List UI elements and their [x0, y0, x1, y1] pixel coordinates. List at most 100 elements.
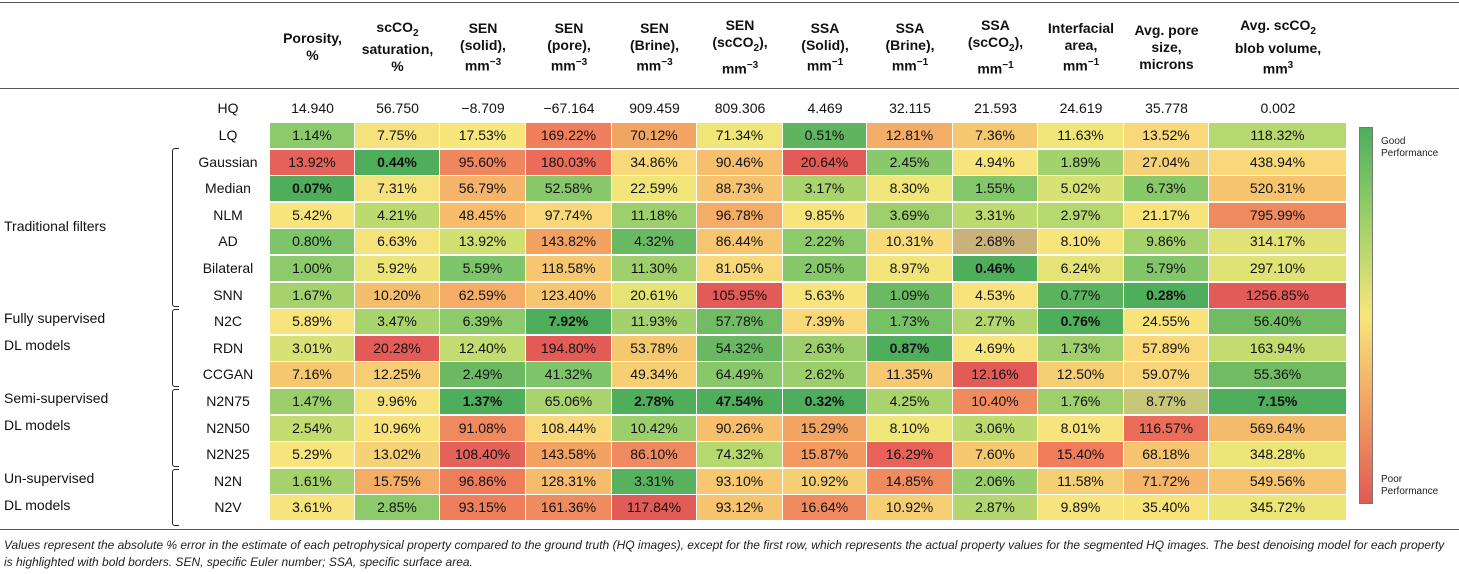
row-label: NLM [213, 206, 243, 223]
heatmap-cell: 5.42% [270, 202, 354, 228]
header-text: (scCO [712, 33, 754, 50]
heatmap-cell: 1.61% [270, 468, 354, 494]
header-line: SEN [712, 17, 767, 34]
heatmap-cell: 7.31% [355, 176, 439, 202]
heatmap-cell: 0.44% [355, 149, 439, 175]
header-line: SSA [886, 20, 935, 37]
heatmap-cell: 53.78% [612, 335, 696, 361]
heatmap-cell: 9.96% [355, 389, 439, 414]
heatmap-cell: 4.53% [953, 282, 1037, 308]
heatmap-cell: 7.39% [783, 309, 866, 335]
heatmap-cell: 11.58% [1038, 468, 1123, 494]
heatmap-cell: 88.73% [697, 176, 782, 202]
heatmap-cell: 74.32% [697, 442, 782, 468]
hq-value-cell: −8.709 [461, 100, 505, 116]
header-line: (Brine), [886, 37, 935, 54]
heatmap-cell: 68.18% [1124, 442, 1208, 468]
hq-value-cell: 56.750 [376, 100, 419, 116]
heatmap-cell: 10.42% [612, 415, 696, 441]
header-text: Interfacial [1047, 19, 1115, 36]
heatmap-cell: 34.86% [612, 149, 696, 175]
heatmap-cell: 2.06% [953, 468, 1037, 494]
heatmap-cell: 3.47% [355, 309, 439, 335]
column-header: SEN (pore), mm−3 [526, 8, 612, 86]
header-line: (Brine), [630, 37, 679, 54]
heatmap-cell: 8.10% [1038, 229, 1123, 255]
heatmap-cell: 1.47% [270, 389, 354, 414]
heatmap-cell: 163.94% [1209, 335, 1346, 361]
header-line: Interfacial [1048, 20, 1114, 37]
hq-value-cell: 35.778 [1145, 100, 1188, 116]
heatmap-cell: 105.95% [697, 282, 782, 308]
header-text: mm [806, 57, 832, 74]
header-text: ), [1014, 33, 1024, 50]
heatmap-cell: 13.52% [1124, 123, 1208, 148]
header-superscript: −3 [746, 59, 759, 71]
group-label-semi-supervised: Semi-supervised DL models [4, 385, 108, 439]
heatmap-cell: 569.64% [1209, 415, 1346, 441]
header-subscript: 2 [413, 27, 419, 39]
heatmap-cell: 7.60% [953, 442, 1037, 468]
heatmap-cell: 8.30% [867, 176, 952, 202]
heatmap-cell: 93.12% [697, 495, 782, 521]
header-line: blob volume, [1235, 40, 1321, 57]
hq-value-cell: 809.306 [714, 100, 766, 116]
legend-good-label: Good Performance [1381, 136, 1438, 160]
heatmap-cell: 3.31% [953, 202, 1037, 228]
header-line: SSA [801, 20, 848, 37]
heatmap-cell: 4.32% [612, 229, 696, 255]
heatmap-cell: 86.44% [697, 229, 782, 255]
hq-value-cell: −67.164 [543, 100, 595, 116]
header-text: mm [1262, 60, 1288, 77]
heatmap-cell: 348.28% [1209, 442, 1346, 468]
row-label: Median [205, 180, 251, 197]
heatmap-cell: 0.32% [783, 389, 866, 414]
heatmap-cell: 93.10% [697, 468, 782, 494]
heatmap-cell: 1.67% [270, 282, 354, 308]
header-text: mm [891, 57, 917, 74]
heatmap-cell: 10.40% [953, 389, 1037, 414]
heatmap-cell: 3.61% [270, 495, 354, 521]
heatmap-cell: 15.87% [783, 442, 866, 468]
heatmap-cell: 549.56% [1209, 468, 1346, 494]
heatmap-cell: 108.44% [526, 415, 611, 441]
heatmap-cell: 520.31% [1209, 176, 1346, 202]
heatmap-cell: 10.92% [867, 495, 952, 521]
heatmap-cell: 0.87% [867, 335, 952, 361]
heatmap-cell: 10.92% [783, 468, 866, 494]
heatmap-cell: 20.61% [612, 282, 696, 308]
group-label-traditional: Traditional filters [4, 218, 107, 234]
heatmap-cell: 3.31% [612, 468, 696, 494]
heatmap-cell: 2.97% [1038, 202, 1123, 228]
header-line: mm−3 [547, 54, 591, 75]
row-label: N2N25 [206, 446, 250, 463]
heatmap-cell: 2.85% [355, 495, 439, 521]
column-header: Avg. scCO2 blob volume, mm3 [1209, 8, 1347, 86]
header-superscript: −3 [575, 56, 588, 68]
heatmap-cell: 795.99% [1209, 202, 1346, 228]
heatmap-cell: 56.79% [440, 176, 525, 202]
heatmap-cell: 297.10% [1209, 256, 1346, 281]
legend-line: Performance [1381, 486, 1439, 497]
heatmap-cell: 5.59% [440, 256, 525, 281]
heatmap-cell: 1256.85% [1209, 282, 1346, 308]
column-header: SEN (solid), mm−3 [440, 8, 526, 86]
header-text: mm [636, 57, 662, 74]
hq-value-cell: 0.002 [1260, 100, 1296, 116]
heatmap-cell: 8.01% [1038, 415, 1123, 441]
heatmap-cell: 9.85% [783, 202, 866, 228]
header-line: Avg. pore [1134, 22, 1198, 39]
header-text: SEN [725, 16, 755, 33]
heatmap-cell: 15.75% [355, 468, 439, 494]
heatmap-cell: 59.07% [1124, 362, 1208, 388]
row-label: Gaussian [198, 153, 258, 170]
column-header: SEN (Brine), mm−3 [612, 8, 697, 86]
header-text: saturation, [361, 41, 434, 58]
heatmap-cell: 4.21% [355, 202, 439, 228]
heatmap-cell: 314.17% [1209, 229, 1346, 255]
heatmap-cell: 22.59% [612, 176, 696, 202]
heatmap-cell: 128.31% [526, 468, 611, 494]
heatmap-cell: 438.94% [1209, 149, 1346, 175]
heatmap-cell: 2.68% [953, 229, 1037, 255]
performance-colorbar [1359, 127, 1373, 504]
